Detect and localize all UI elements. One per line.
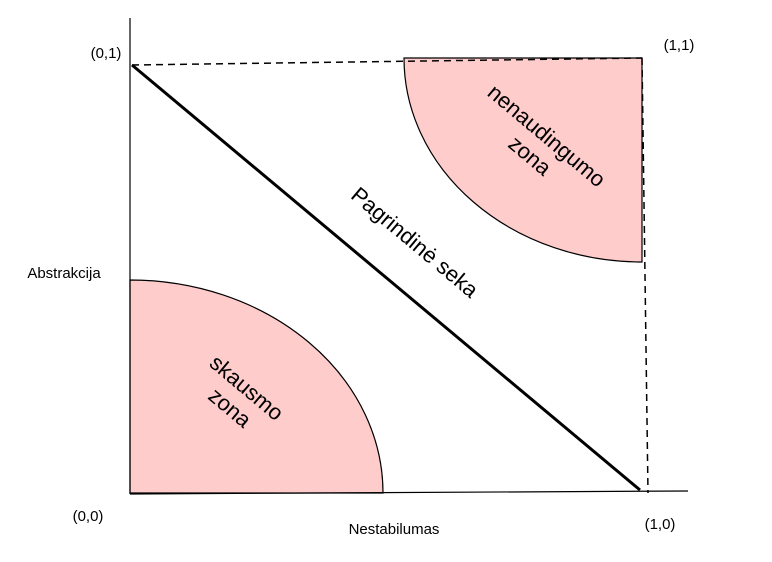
- main-sequence-line: [131, 63, 641, 492]
- label-top-left: (0,1): [91, 45, 122, 62]
- y-axis-label: Abstrakcija: [27, 265, 101, 282]
- label-top-right: (1,1): [664, 37, 695, 54]
- right-boundary-dashed: [641, 57, 649, 494]
- main-sequence-label: Pagrindinė seka: [346, 182, 484, 303]
- x-axis: [129, 490, 689, 495]
- label-bottom-right: (1,0): [645, 516, 676, 533]
- top-boundary-dashed: [131, 57, 643, 66]
- x-axis-label: Nestabilumas: [349, 521, 440, 538]
- zone-of-uselessness-shape: [403, 57, 643, 263]
- zone-of-pain-shape: [129, 279, 384, 494]
- label-origin: (0,0): [73, 508, 104, 525]
